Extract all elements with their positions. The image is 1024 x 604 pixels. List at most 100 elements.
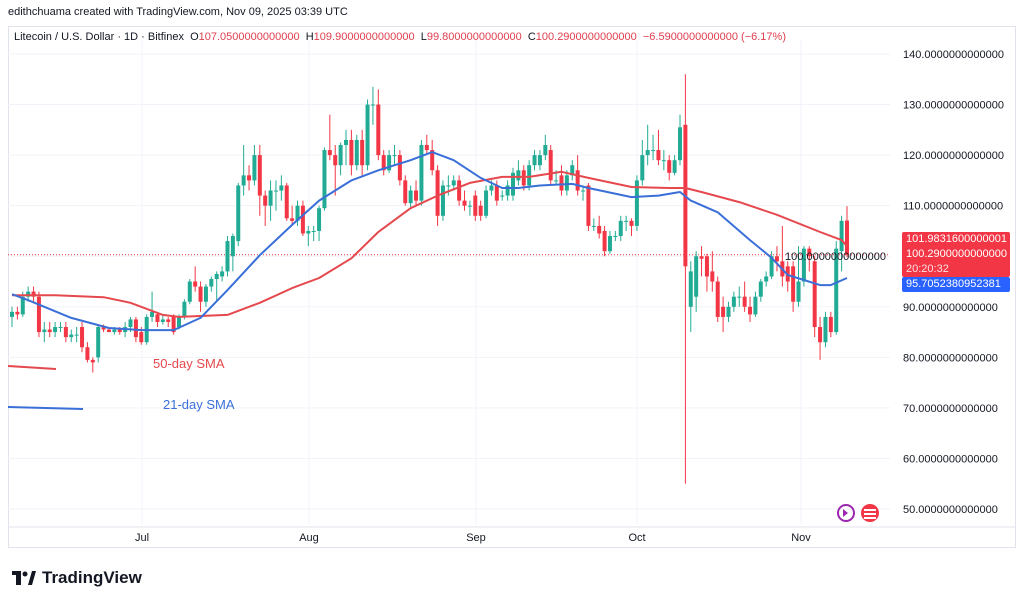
candle-up (150, 291, 155, 322)
candle-up (53, 321, 58, 338)
candle-body (15, 311, 20, 315)
replay-icon[interactable] (837, 504, 855, 522)
candle-body (801, 248, 806, 282)
tradingview-logo[interactable]: TradingView (12, 568, 142, 588)
candle-up (758, 278, 763, 302)
candle-down (376, 89, 381, 161)
candle-body (112, 329, 117, 333)
candle-up (273, 180, 278, 211)
x-tick-label: Nov (791, 532, 811, 544)
high-label: H (305, 31, 314, 43)
candle-body (645, 150, 650, 156)
candle-down (430, 139, 435, 176)
candle-body (397, 155, 402, 181)
candle-up (10, 306, 14, 328)
candle-down (742, 281, 747, 312)
ohlc-legend: Litecoin / U.S. Dollar · 1D · Bitfinex O… (14, 31, 786, 43)
candle-body (290, 218, 295, 221)
candle-up (241, 145, 246, 196)
candle-body (171, 316, 176, 333)
candle-body (656, 150, 661, 161)
candle-body (365, 104, 370, 166)
candle-down (193, 266, 198, 292)
candle-down (699, 246, 704, 277)
x-tick-label: Oct (628, 532, 645, 544)
candle-body (90, 359, 95, 363)
candle-down (284, 182, 289, 221)
candle-body (564, 175, 569, 191)
candle-body (845, 220, 849, 255)
candle-body (80, 327, 85, 348)
candle-body (828, 316, 833, 333)
candle-up (306, 225, 311, 247)
candle-down (462, 190, 467, 211)
candle-up (505, 180, 510, 201)
candle-up (731, 291, 736, 312)
candle-up (839, 215, 844, 272)
candle-body (467, 205, 472, 207)
candle-body (753, 296, 758, 315)
candle-down (667, 155, 672, 181)
candle-body (182, 301, 187, 317)
countdown-tag: 20:20:32 (902, 262, 1010, 277)
candle-body (273, 190, 278, 192)
candle-body (31, 291, 36, 297)
candle-up (661, 150, 666, 171)
candle-body (532, 155, 537, 166)
candle-down (828, 311, 833, 338)
candle-body (640, 155, 645, 181)
candle-up (236, 182, 241, 247)
candle-body (160, 319, 165, 322)
candle-up (187, 278, 192, 305)
candle-body (554, 180, 559, 182)
candle-down (845, 206, 849, 258)
candle-down (715, 276, 720, 322)
symbol-label[interactable]: Litecoin / U.S. Dollar · 1D · Bitfinex (14, 31, 184, 43)
candle-body (155, 314, 160, 322)
candle-body (834, 248, 839, 333)
candle-down (263, 190, 268, 226)
candle-body (559, 175, 564, 191)
candle-body (484, 190, 489, 216)
candle-body (225, 241, 230, 272)
candle-body (376, 104, 381, 156)
candle-body (322, 150, 327, 209)
candle-body (214, 273, 219, 279)
candle-body (839, 220, 844, 252)
candle-up (532, 150, 537, 171)
chart-frame (8, 26, 1016, 548)
candle-up (230, 233, 235, 272)
candle-body (220, 271, 225, 277)
candle-body (360, 139, 365, 166)
candle-up (74, 327, 79, 343)
flag-icon[interactable] (861, 504, 879, 522)
close-label: C (527, 31, 536, 43)
candle-body (198, 286, 203, 302)
y-tick-label: 130.0000000000000 (903, 100, 1004, 112)
candle-down (166, 316, 171, 328)
candle-body (327, 150, 332, 156)
candle-body (624, 220, 629, 222)
candle-body (247, 175, 252, 181)
candle-up (225, 236, 230, 277)
candle-down (424, 134, 429, 156)
sma21-annotation: 21-day SMA (163, 397, 235, 412)
candle-up (581, 185, 586, 201)
candle-body (20, 296, 25, 315)
candle-body (710, 271, 715, 282)
last-price-tag: 100.2900000000000 (902, 247, 1010, 262)
candle-down (602, 225, 607, 257)
candle-up (694, 251, 699, 312)
candle-up (591, 218, 596, 231)
candle-down (774, 246, 779, 272)
candle-body (548, 150, 553, 181)
candle-up (613, 230, 618, 242)
candle-body (764, 276, 769, 282)
close-value: 100.2900000000000 (535, 31, 637, 43)
candle-body (203, 286, 208, 302)
candle-body (166, 319, 171, 322)
candle-body (241, 175, 246, 186)
candle-up (688, 261, 693, 333)
candle-body (128, 319, 133, 328)
